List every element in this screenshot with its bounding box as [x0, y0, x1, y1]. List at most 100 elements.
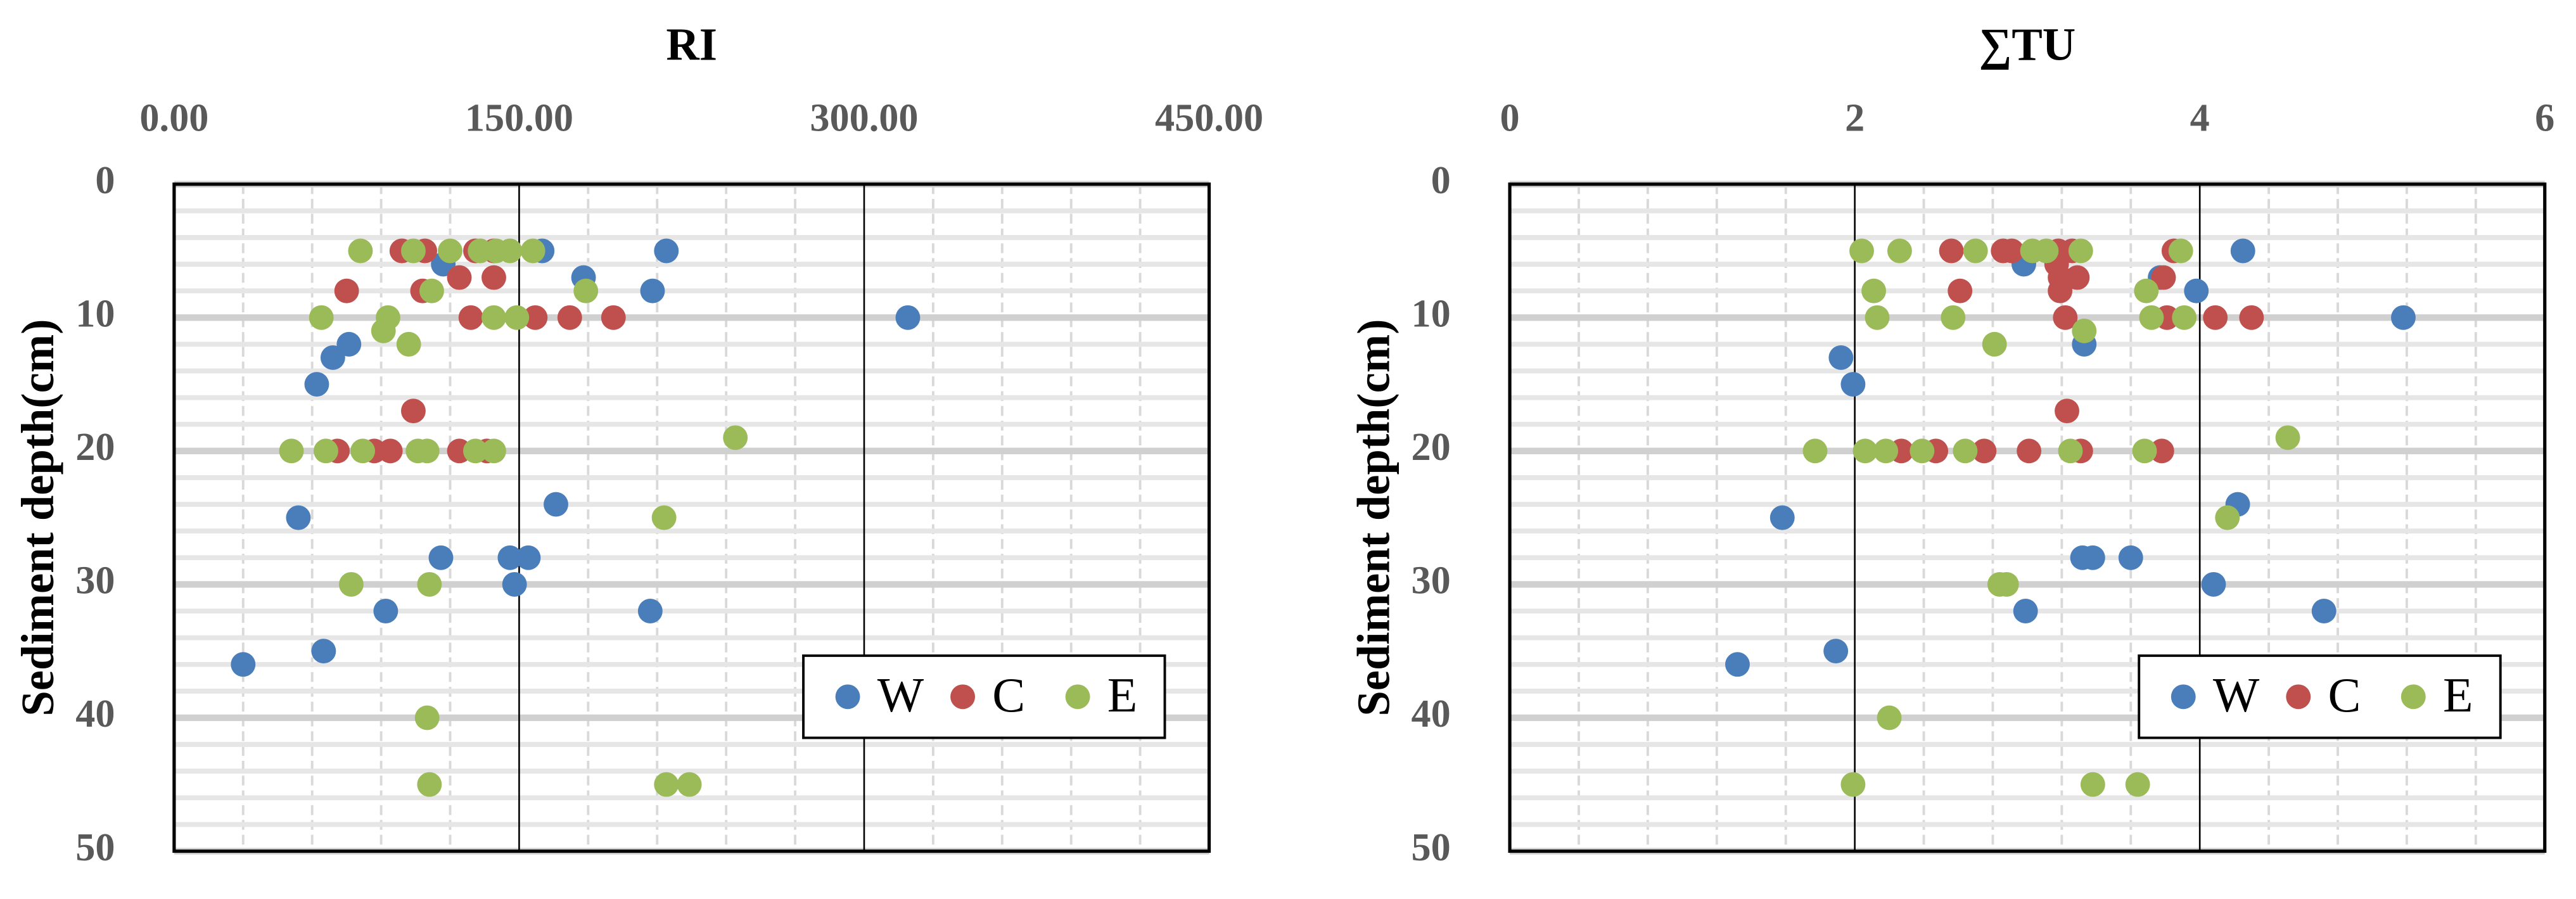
data-point	[414, 438, 440, 464]
data-point	[2068, 238, 2093, 264]
data-point	[2125, 772, 2150, 797]
data-point	[1849, 238, 1874, 264]
data-point	[458, 305, 483, 330]
data-point	[504, 305, 530, 330]
data-point	[1840, 772, 1866, 797]
data-point	[348, 238, 373, 264]
plot-frame	[172, 182, 1211, 853]
data-point	[338, 571, 364, 597]
data-point	[677, 772, 702, 797]
data-point	[2201, 571, 2226, 597]
data-point	[497, 238, 523, 264]
data-point	[654, 238, 679, 264]
legend-box	[2138, 654, 2502, 739]
y-tick-label: 0	[1431, 159, 1451, 202]
legend-marker	[2171, 684, 2196, 710]
data-point	[1802, 438, 1828, 464]
data-point	[373, 599, 399, 623]
data-point	[311, 639, 336, 664]
y-axis-label: Sediment depth(cm)	[1348, 319, 1399, 717]
data-point	[502, 571, 527, 597]
data-point	[334, 278, 359, 303]
data-point	[2149, 438, 2174, 464]
y-axis-label: Sediment depth(cm)	[12, 319, 63, 717]
data-point	[1910, 438, 1935, 464]
data-point	[1939, 238, 1964, 264]
data-point	[1828, 345, 1854, 370]
data-point	[723, 425, 748, 450]
data-point	[462, 438, 488, 464]
data-point	[438, 238, 462, 264]
data-point	[481, 265, 506, 290]
data-point	[573, 278, 599, 303]
legend-label: E	[2443, 668, 2473, 722]
chart-title: RI	[666, 19, 717, 70]
data-point	[2072, 318, 2097, 343]
data-point	[2017, 438, 2042, 464]
data-point	[2215, 505, 2240, 530]
data-point	[1941, 305, 1966, 330]
x-tick-label: 2	[1845, 96, 1865, 139]
data-point	[637, 599, 663, 623]
data-point	[2080, 545, 2105, 570]
data-point	[2168, 238, 2193, 264]
data-point	[378, 438, 403, 464]
data-point	[304, 372, 329, 397]
data-point	[350, 438, 376, 464]
data-point	[2275, 425, 2300, 450]
data-point	[1840, 372, 1866, 397]
data-point	[654, 772, 679, 797]
data-point	[1823, 639, 1849, 664]
data-point	[2172, 305, 2197, 330]
data-point	[2053, 305, 2078, 330]
plot-frame	[1508, 182, 2547, 853]
data-point	[447, 265, 472, 290]
legend-label: E	[1107, 668, 1138, 722]
data-point	[2013, 599, 2038, 623]
data-point	[1861, 278, 1887, 303]
legend-label: C	[2328, 668, 2361, 722]
data-point	[286, 505, 311, 530]
data-point	[2048, 278, 2073, 303]
data-point	[520, 238, 545, 264]
data-point	[640, 278, 665, 303]
data-point	[497, 545, 523, 570]
y-tick-label: 0	[95, 159, 115, 202]
data-point	[1982, 331, 2007, 357]
y-tick-label: 40	[1411, 692, 1450, 736]
data-point	[2065, 265, 2090, 290]
data-point	[2139, 305, 2164, 330]
data-point	[2230, 238, 2255, 264]
data-point	[1972, 438, 1997, 464]
x-tick-label: 0	[1500, 96, 1520, 139]
y-tick-label: 50	[75, 826, 115, 869]
data-point	[481, 438, 506, 464]
data-point	[516, 545, 541, 570]
data-point	[1999, 238, 2024, 264]
data-point	[320, 345, 345, 370]
y-tick-label: 40	[75, 692, 115, 736]
data-point	[2391, 305, 2416, 330]
data-point	[1852, 438, 1878, 464]
legend-box	[802, 654, 1166, 739]
legend-marker	[835, 684, 860, 710]
x-tick-label: 450.00	[1155, 96, 1263, 139]
legend-label: C	[992, 668, 1025, 722]
data-point	[417, 571, 442, 597]
legend-marker	[2401, 684, 2426, 710]
data-point	[2055, 398, 2079, 424]
x-tick-label: 0.00	[139, 96, 208, 139]
data-point	[2058, 438, 2083, 464]
data-point	[279, 438, 304, 464]
data-point	[1877, 705, 1902, 730]
scatter-panel: RI Sediment depth(cm) 0 10 20 30 40 50 0.00 150.0…	[12, 19, 1263, 869]
data-point	[2080, 772, 2105, 797]
data-point	[1865, 305, 1890, 330]
data-point	[1873, 438, 1899, 464]
data-point	[544, 492, 568, 517]
x-tick-label: 300.00	[810, 96, 918, 139]
data-point	[371, 318, 396, 343]
